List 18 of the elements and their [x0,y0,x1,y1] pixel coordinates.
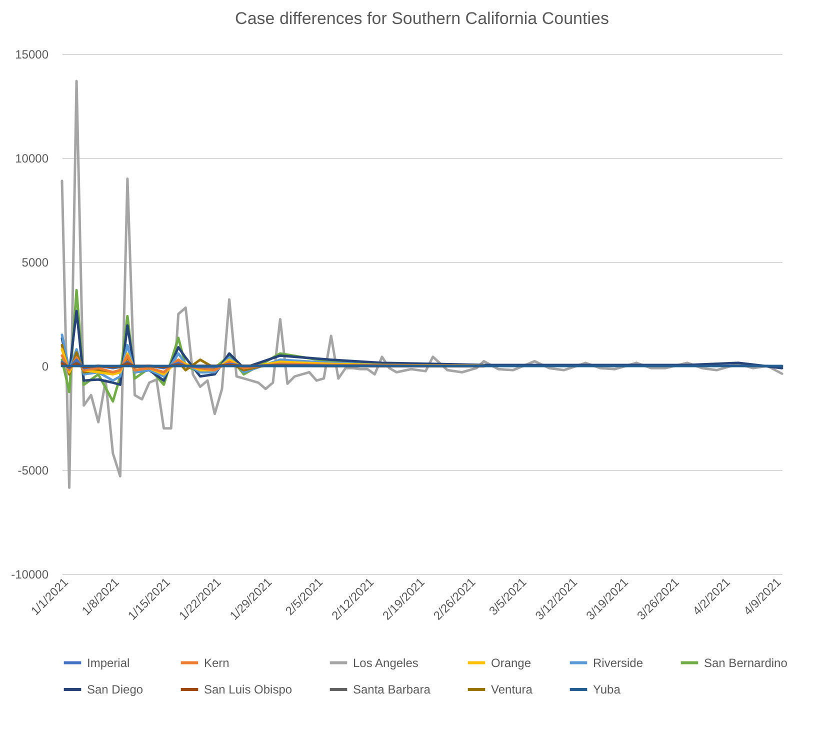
legend-label: San Bernardino [704,656,788,670]
legend-label: Los Angeles [353,656,418,670]
legend-label: Imperial [87,656,130,670]
y-tick-label: 10000 [15,152,49,166]
legend-label: Yuba [593,682,621,696]
legend-label: San Luis Obispo [204,682,292,696]
legend-label: Santa Barbara [353,682,431,696]
legend-label: San Diego [87,682,144,696]
legend-label: Kern [204,656,230,670]
legend-label: Riverside [593,656,644,670]
legend-label: Orange [491,656,532,670]
chart-title: Case differences for Southern California Counties [235,9,609,28]
y-tick-label: 15000 [15,48,49,62]
y-tick-label: -10000 [11,568,49,582]
y-tick-label: 5000 [22,256,49,270]
legend-label: Ventura [491,682,533,696]
y-tick-label: 0 [42,360,49,374]
y-tick-label: -5000 [18,464,49,478]
